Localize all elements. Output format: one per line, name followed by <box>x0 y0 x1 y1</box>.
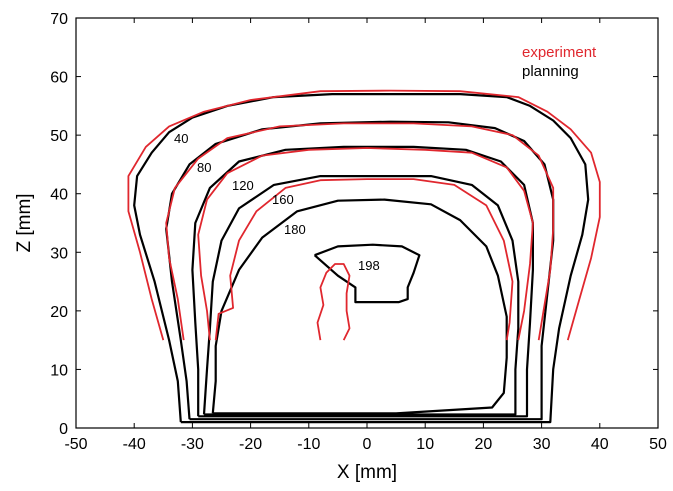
contour-label-180: 180 <box>284 222 306 237</box>
contour-label-40: 40 <box>174 131 188 146</box>
x-tick-label: -50 <box>64 436 87 453</box>
x-tick-label: 10 <box>416 436 434 453</box>
y-axis-title: Z [mm] <box>14 193 35 252</box>
experiment-contour-80 <box>165 122 555 341</box>
contour-label-198: 198 <box>358 258 380 273</box>
experiment-contour-40 <box>127 89 601 341</box>
planning-contour-180 <box>211 198 508 415</box>
x-tick-label: 30 <box>533 436 551 453</box>
axis-ticks: -50 -40 -30 -20 -10 0 10 20 30 40 50 0 10 20 30 40 50 60 7… <box>50 11 667 453</box>
y-tick-label: 30 <box>50 245 68 262</box>
experiment-contour-160 <box>214 178 514 341</box>
x-tick-label: -30 <box>181 436 204 453</box>
y-tick-label: 0 <box>59 421 68 438</box>
experiment-contour-198 <box>316 263 351 341</box>
x-tick-label: 40 <box>591 436 609 453</box>
contour-label-160: 160 <box>272 192 294 207</box>
planning-contour-160 <box>202 175 520 416</box>
contour-lines <box>127 89 601 424</box>
contour-label-120: 120 <box>232 178 254 193</box>
x-tick-label: 50 <box>649 436 667 453</box>
x-tick-label: -10 <box>297 436 320 453</box>
x-tick-label: -40 <box>123 436 146 453</box>
x-tick-label: 20 <box>475 436 493 453</box>
y-tick-label: 50 <box>50 128 68 145</box>
planning-contour-40 <box>133 92 590 424</box>
x-tick-label: -20 <box>239 436 262 453</box>
y-tick-label: 60 <box>50 70 68 87</box>
legend-experiment: experiment <box>522 44 597 61</box>
y-tick-label: 40 <box>50 187 68 204</box>
legend-planning: planning <box>522 63 579 80</box>
y-tick-label: 70 <box>50 11 68 28</box>
y-tick-label: 10 <box>50 362 68 379</box>
y-tick-label: 20 <box>50 304 68 321</box>
planning-contour-198 <box>313 243 421 304</box>
x-tick-label: 0 <box>363 436 372 453</box>
x-axis-title: X [mm] <box>337 462 397 483</box>
experiment-contour-120 <box>197 147 534 341</box>
planning-contour-120 <box>191 145 535 418</box>
contour-label-80: 80 <box>197 160 211 175</box>
